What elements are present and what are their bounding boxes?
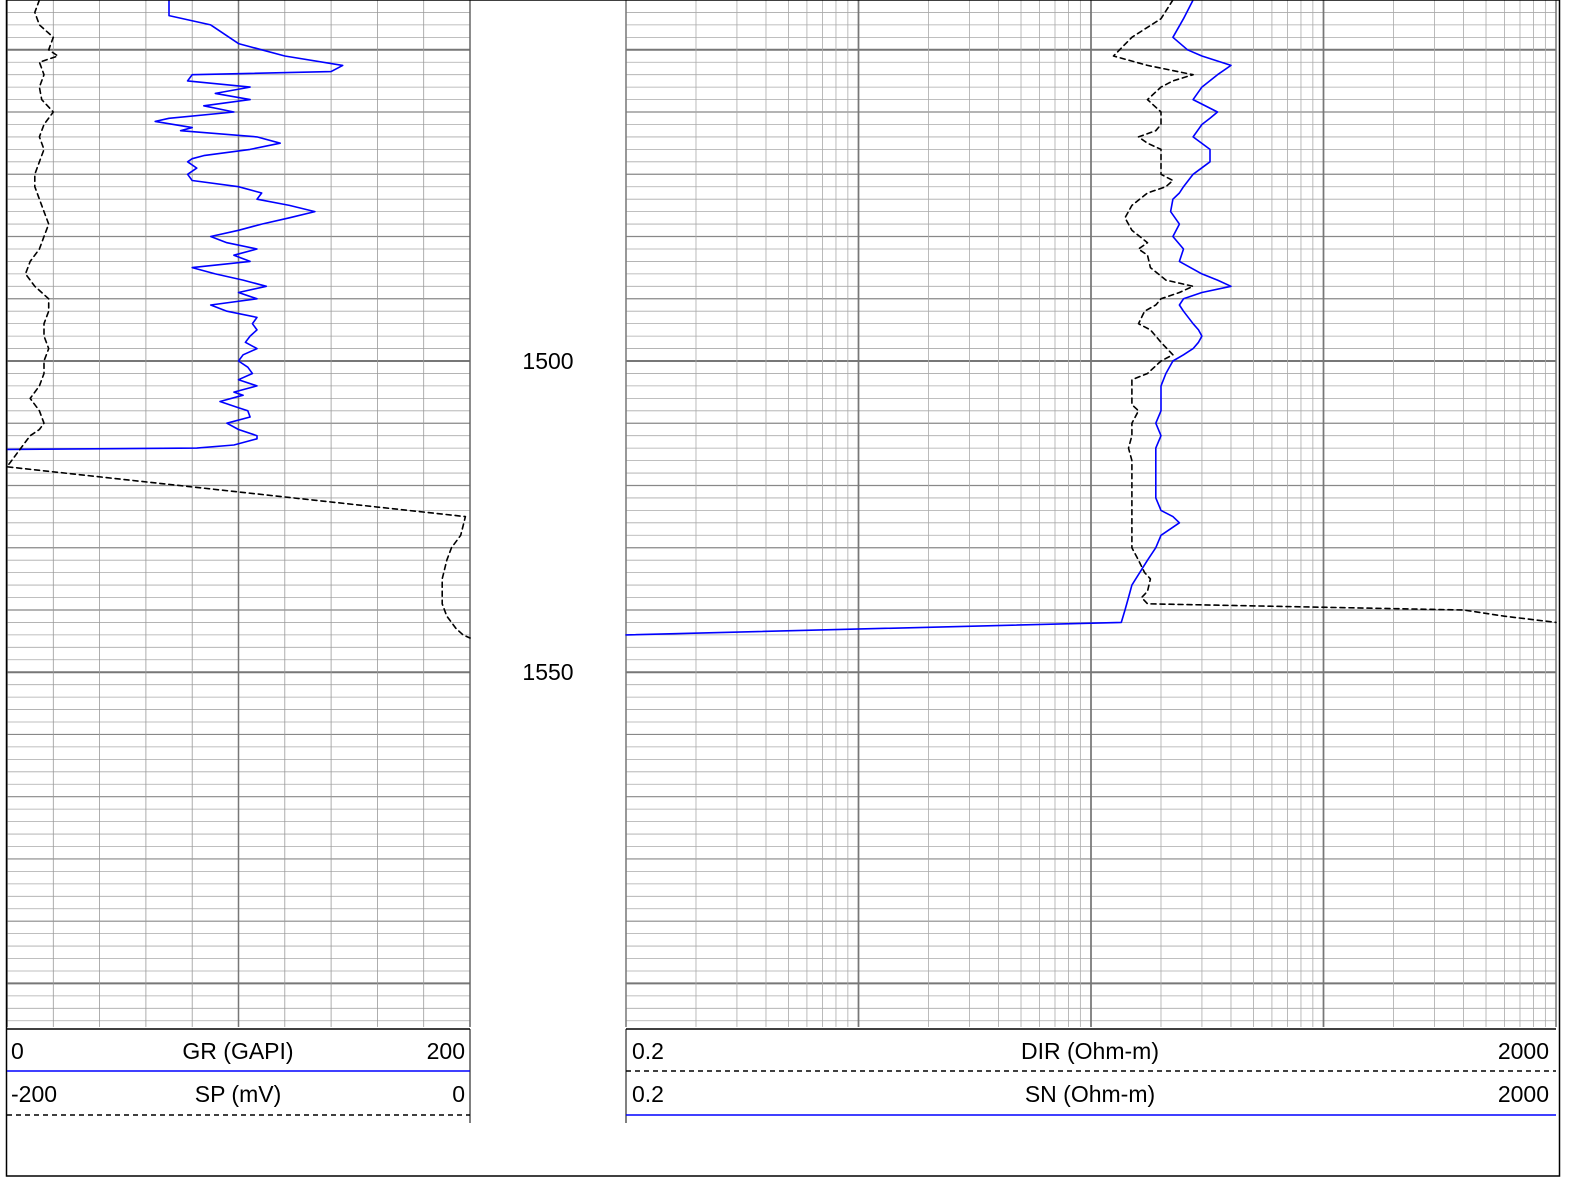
- gr-max-label: 200: [427, 1038, 465, 1064]
- gr-curve-label: GR (GAPI): [182, 1038, 293, 1064]
- track-1-header: 0 GR (GAPI) 200 -200 SP (mV) 0: [7, 1028, 471, 1123]
- sn-curve: [625, 0, 1232, 636]
- gr-curve: [6, 0, 344, 451]
- track-1-grid: [6, 0, 471, 1027]
- log-curves: [6, 0, 1557, 639]
- dir-max-label: 2000: [1498, 1038, 1549, 1064]
- gr-min-label: 0: [11, 1038, 24, 1064]
- sn-max-label: 2000: [1498, 1081, 1549, 1107]
- dir-curve-label: DIR (Ohm-m): [1021, 1038, 1159, 1064]
- depth-label: 1550: [522, 659, 573, 685]
- sn-min-label: 0.2: [632, 1081, 664, 1107]
- sp-max-label: 0: [452, 1081, 465, 1107]
- outer-frame: [5, 0, 1561, 1177]
- track-2-header: 0.2 DIR (Ohm-m) 2000 0.2 SN (Ohm-m) 2000: [625, 1028, 1556, 1123]
- sn-curve-label: SN (Ohm-m): [1025, 1081, 1155, 1107]
- track-2-grid: [625, 0, 1557, 1027]
- depth-label: 1500: [522, 348, 573, 374]
- dir-min-label: 0.2: [632, 1038, 664, 1064]
- sp-min-label: -200: [11, 1081, 57, 1107]
- sp-curve: [6, 0, 471, 639]
- dir-curve: [1112, 0, 1557, 624]
- sp-curve-label: SP (mV): [195, 1081, 281, 1107]
- depth-axis-labels: 1500 1550: [522, 348, 573, 685]
